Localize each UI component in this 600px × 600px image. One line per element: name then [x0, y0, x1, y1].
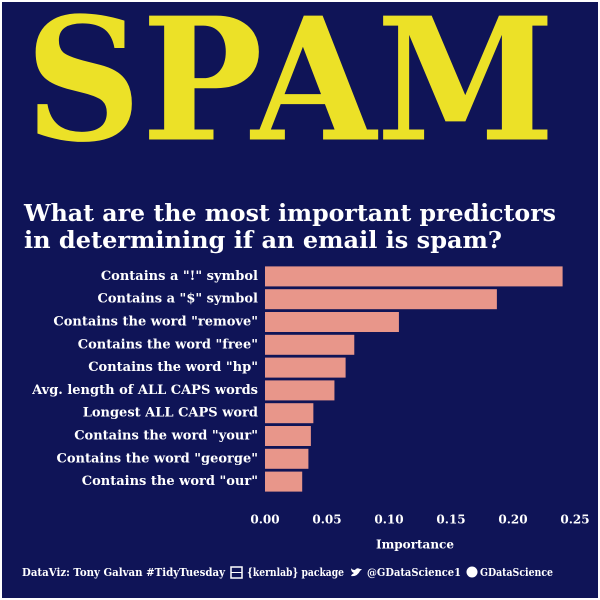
- x-tick-label: 0.00: [250, 513, 279, 527]
- y-tick-label: Contains the word "hp": [88, 360, 258, 375]
- bar: [265, 266, 563, 287]
- y-tick-label: Contains the word "free": [78, 337, 258, 352]
- subtitle-line: in determining if an email is spam?: [24, 227, 502, 254]
- y-tick-label: Contains the word "george": [57, 451, 259, 466]
- bar: [265, 403, 314, 424]
- footer-text: @GDataScience1: [367, 566, 461, 579]
- subtitle-line: What are the most important predictors: [23, 200, 556, 227]
- bar: [265, 289, 497, 310]
- y-tick-label: Contains a "!" symbol: [101, 269, 258, 284]
- footer-text: {kernlab} package: [247, 566, 344, 579]
- x-tick-label: 0.20: [498, 513, 527, 527]
- bar: [265, 357, 346, 378]
- bar: [265, 448, 309, 469]
- footer-text: DataViz: Tony Galvan #TidyTuesday: [22, 566, 226, 579]
- x-tick-label: 0.10: [374, 513, 403, 527]
- x-axis-title: Importance: [376, 538, 454, 552]
- y-tick-label: Avg. length of ALL CAPS words: [31, 383, 258, 398]
- y-tick-label: Contains the word "your": [74, 429, 258, 444]
- bar: [265, 380, 335, 401]
- github-icon: [466, 566, 478, 578]
- x-tick-label: 0.05: [312, 513, 341, 527]
- x-tick-label: 0.25: [560, 513, 589, 527]
- bar: [265, 334, 355, 355]
- twitter-icon: [351, 568, 362, 577]
- y-tick-label: Contains the word "our": [82, 474, 258, 489]
- y-tick-label: Longest ALL CAPS word: [83, 406, 258, 421]
- y-tick-label: Contains the word "remove": [53, 315, 258, 330]
- y-tick-label: Contains a "$" symbol: [97, 292, 258, 307]
- footer-text: GDataScience: [480, 566, 553, 579]
- bar: [265, 426, 311, 446]
- chart-title: SPAM: [25, 0, 555, 181]
- x-tick-label: 0.15: [436, 513, 465, 527]
- bar: [265, 312, 399, 332]
- bar: [265, 471, 303, 492]
